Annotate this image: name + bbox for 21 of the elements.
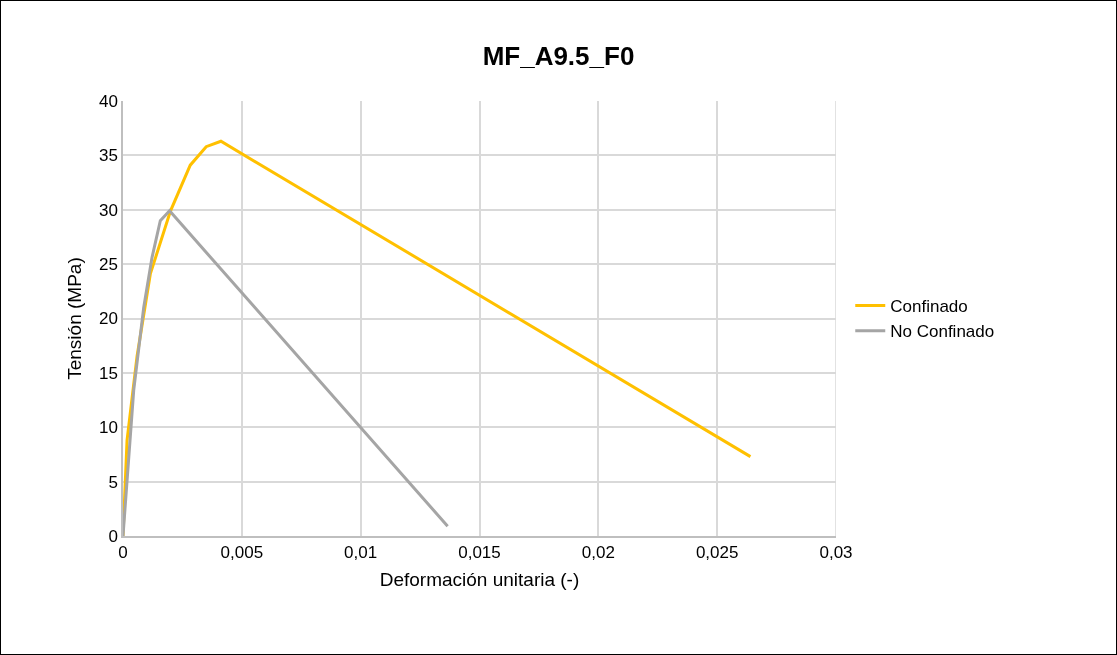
- x-tick-label: 0,015: [458, 543, 501, 563]
- y-tick-label: 40: [98, 91, 118, 111]
- x-tick-label: 0,03: [819, 543, 853, 563]
- y-tick-label: 35: [98, 146, 118, 166]
- y-tick-label: 10: [98, 418, 118, 438]
- y-tick-label: 20: [98, 309, 118, 329]
- line-series: [123, 209, 450, 536]
- x-tick-label: 0,02: [581, 543, 615, 563]
- y-axis-title: Tensión (MPa): [64, 257, 86, 380]
- y-tick-label: 0: [108, 526, 118, 546]
- y-tick-label: 15: [98, 363, 118, 383]
- x-tick-label: 0,025: [695, 543, 739, 563]
- legend-label: Confinado: [890, 297, 968, 317]
- y-tick-label: 30: [98, 200, 118, 220]
- y-tick-label: 5: [108, 472, 118, 492]
- x-axis-title: Deformación unitaria (-): [379, 569, 580, 591]
- chart-title: MF_A9.5_F0: [482, 40, 635, 71]
- legend-label: No Confinado: [890, 322, 995, 342]
- x-tick-label: 0,005: [220, 543, 264, 563]
- y-tick-label: 25: [98, 255, 118, 275]
- x-tick-label: 0,01: [344, 543, 378, 563]
